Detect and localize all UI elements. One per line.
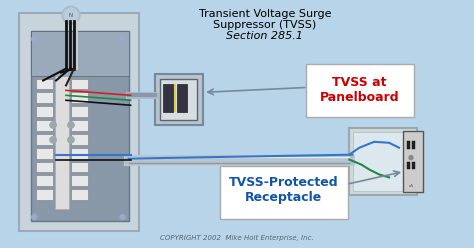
Circle shape (67, 122, 74, 128)
FancyBboxPatch shape (71, 189, 88, 200)
FancyBboxPatch shape (55, 76, 69, 209)
FancyBboxPatch shape (177, 85, 187, 112)
Circle shape (120, 36, 125, 41)
FancyBboxPatch shape (403, 131, 423, 192)
Circle shape (32, 215, 36, 219)
FancyBboxPatch shape (407, 162, 410, 169)
Text: TVSS at
Panelboard: TVSS at Panelboard (319, 76, 399, 104)
FancyBboxPatch shape (412, 141, 415, 149)
FancyBboxPatch shape (71, 175, 88, 186)
Circle shape (50, 136, 56, 143)
FancyBboxPatch shape (71, 162, 88, 172)
Circle shape (50, 122, 56, 128)
FancyBboxPatch shape (407, 141, 410, 149)
FancyBboxPatch shape (155, 74, 203, 125)
FancyBboxPatch shape (19, 13, 138, 231)
FancyBboxPatch shape (71, 148, 88, 159)
FancyBboxPatch shape (36, 162, 53, 172)
FancyBboxPatch shape (412, 162, 415, 169)
FancyBboxPatch shape (71, 79, 88, 89)
FancyBboxPatch shape (36, 134, 53, 145)
FancyBboxPatch shape (36, 106, 53, 117)
FancyBboxPatch shape (31, 31, 128, 221)
FancyBboxPatch shape (31, 31, 128, 76)
Text: Transient Voltage Surge: Transient Voltage Surge (199, 9, 331, 19)
Text: N: N (69, 13, 73, 18)
Text: Section 285.1: Section 285.1 (227, 31, 303, 41)
FancyBboxPatch shape (36, 175, 53, 186)
FancyBboxPatch shape (36, 79, 53, 89)
FancyBboxPatch shape (71, 134, 88, 145)
Circle shape (67, 136, 74, 143)
FancyBboxPatch shape (36, 189, 53, 200)
Text: Suppressor (TVSS): Suppressor (TVSS) (213, 20, 317, 30)
FancyBboxPatch shape (353, 132, 413, 191)
Circle shape (120, 215, 125, 219)
FancyBboxPatch shape (36, 120, 53, 131)
Text: cΔ: cΔ (409, 184, 413, 188)
Text: TVSS-Protected
Receptacle: TVSS-Protected Receptacle (229, 176, 338, 204)
FancyBboxPatch shape (71, 92, 88, 103)
FancyBboxPatch shape (36, 148, 53, 159)
Circle shape (32, 36, 36, 41)
FancyBboxPatch shape (71, 120, 88, 131)
Circle shape (62, 6, 80, 24)
Text: COPYRIGHT 2002  Mike Holt Enterprise, Inc.: COPYRIGHT 2002 Mike Holt Enterprise, Inc… (160, 235, 314, 241)
FancyBboxPatch shape (161, 79, 197, 120)
FancyBboxPatch shape (220, 165, 348, 219)
FancyBboxPatch shape (174, 85, 176, 112)
FancyBboxPatch shape (36, 92, 53, 103)
FancyBboxPatch shape (164, 85, 173, 112)
FancyBboxPatch shape (71, 106, 88, 117)
Circle shape (64, 8, 78, 22)
FancyBboxPatch shape (306, 64, 414, 117)
Circle shape (409, 156, 413, 160)
FancyBboxPatch shape (349, 128, 417, 195)
